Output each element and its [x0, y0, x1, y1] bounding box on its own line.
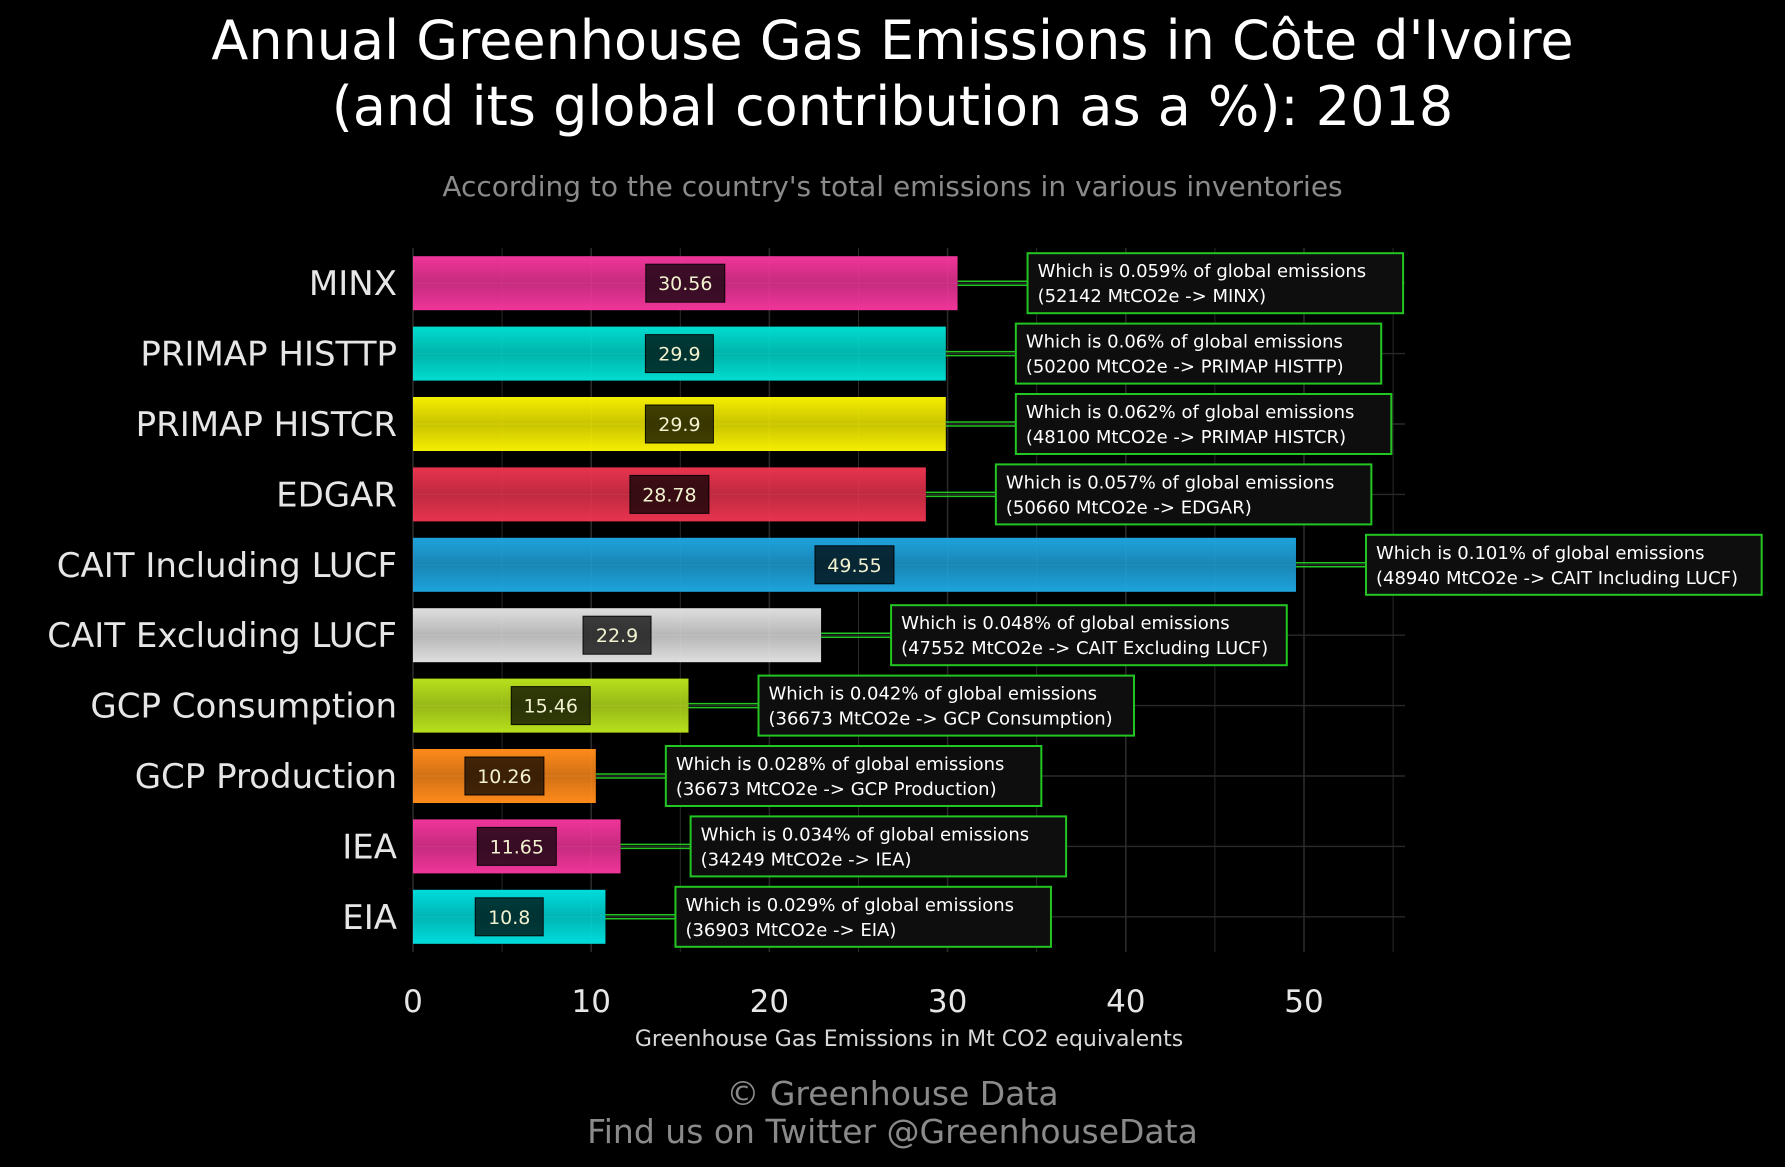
category-label-primap-histtp: PRIMAP HISTTP [140, 335, 397, 375]
category-label-iea: IEA [342, 827, 397, 867]
annotation-line1-cait-excluding-lucf: Which is 0.048% of global emissions [901, 613, 1230, 634]
annotation-box-cait-including-lucf [1364, 533, 1763, 596]
annotation-line2-primap-histtp: (50200 MtCO2e -> PRIMAP HISTTP) [1026, 357, 1344, 378]
x-axis-label: Greenhouse Gas Emissions in Mt CO2 equiv… [635, 1027, 1183, 1052]
category-label-cait-including-lucf: CAIT Including LUCF [57, 546, 397, 586]
x-tick-label-20: 20 [750, 984, 789, 1020]
value-label-cait-excluding-lucf: 22.9 [596, 625, 638, 647]
annotation-line1-primap-histtp: Which is 0.06% of global emissions [1026, 332, 1343, 353]
value-label-eia: 10.8 [488, 907, 530, 929]
annotation-line1-eia: Which is 0.029% of global emissions [685, 895, 1014, 916]
footer-twitter: Find us on Twitter @GreenhouseData [587, 1112, 1198, 1151]
value-label-iea: 11.65 [490, 836, 544, 858]
x-tick-label-10: 10 [571, 984, 610, 1020]
annotation-box-primap-histcr [1014, 393, 1393, 455]
value-label-gcp-consumption: 15.46 [524, 696, 578, 718]
annotation-line2-cait-including-lucf: (48940 MtCO2e -> CAIT Including LUCF) [1376, 568, 1738, 589]
bars: MINX 30.56 Which is 0.059% of global emiss… [47, 252, 1763, 948]
value-label-gcp-production: 10.26 [477, 766, 531, 788]
annotation-line2-primap-histcr: (48100 MtCO2e -> PRIMAP HISTCR) [1026, 427, 1346, 448]
annotation-line2-iea: (34249 MtCO2e -> IEA) [701, 849, 912, 870]
value-label-box-gcp-consumption [510, 686, 591, 726]
annotation-box-edgar [994, 463, 1373, 526]
category-label-minx: MINX [309, 264, 397, 304]
x-axis-ticks: 0 10 20 30 40 50 [403, 984, 1324, 1020]
annotation-line1-gcp-consumption: Which is 0.042% of global emissions [768, 684, 1097, 705]
annotation-line2-cait-excluding-lucf: (47552 MtCO2e -> CAIT Excluding LUCF) [901, 638, 1268, 659]
value-label-box-iea [476, 826, 557, 866]
annotation-box-primap-histtp [1014, 322, 1383, 385]
annotation-line1-gcp-production: Which is 0.028% of global emissions [676, 754, 1005, 775]
value-label-box-gcp-production [464, 756, 545, 796]
annotation-box-cait-excluding-lucf [890, 604, 1288, 667]
annotation-line2-gcp-production: (36673 MtCO2e -> GCP Production) [676, 779, 997, 800]
category-label-eia: EIA [342, 898, 397, 938]
annotation-line1-primap-histcr: Which is 0.062% of global emissions [1026, 402, 1355, 423]
category-label-cait-excluding-lucf: CAIT Excluding LUCF [47, 616, 397, 656]
value-label-cait-including-lucf: 49.55 [827, 555, 881, 577]
footer-copyright: © Greenhouse Data [726, 1074, 1059, 1113]
annotation-line2-minx: (52142 MtCO2e -> MINX) [1038, 286, 1267, 307]
category-label-gcp-consumption: GCP Consumption [90, 687, 397, 727]
annotation-line1-minx: Which is 0.059% of global emissions [1038, 261, 1367, 282]
annotation-box-minx [1026, 252, 1405, 315]
category-label-gcp-production: GCP Production [135, 757, 397, 797]
value-label-edgar: 28.78 [642, 484, 696, 506]
annotation-line2-edgar: (50660 MtCO2e -> EDGAR) [1006, 497, 1252, 518]
annotation-line1-cait-including-lucf: Which is 0.101% of global emissions [1376, 543, 1705, 564]
category-label-edgar: EDGAR [276, 475, 397, 515]
annotation-line1-edgar: Which is 0.057% of global emissions [1006, 472, 1335, 493]
x-tick-label-0: 0 [403, 984, 423, 1020]
x-tick-label-40: 40 [1106, 984, 1145, 1020]
annotation-box-gcp-consumption [757, 674, 1135, 737]
x-tick-label-30: 30 [928, 984, 967, 1020]
annotation-box-iea [689, 815, 1068, 878]
chart-title: Annual Greenhouse Gas Emissions in Côte … [0, 8, 1785, 140]
value-label-primap-histtp: 29.9 [658, 344, 700, 366]
chart-subtitle: According to the country's total emissio… [442, 170, 1343, 203]
chart-title-line2: (and its global contribution as a %): 20… [331, 75, 1454, 138]
annotation-box-gcp-production [664, 745, 1043, 807]
value-label-primap-histcr: 29.9 [658, 414, 700, 436]
value-label-box-cait-including-lucf [814, 545, 895, 585]
value-label-box-primap-histtp [644, 334, 714, 374]
x-tick-label-50: 50 [1284, 984, 1323, 1020]
value-label-box-cait-excluding-lucf [582, 615, 652, 655]
annotation-line1-iea: Which is 0.034% of global emissions [701, 824, 1030, 845]
chart-title-line1: Annual Greenhouse Gas Emissions in Côte … [211, 9, 1574, 72]
annotation-line2-eia: (36903 MtCO2e -> EIA) [685, 920, 896, 941]
value-label-minx: 30.56 [658, 273, 712, 295]
annotation-box-eia [674, 885, 1052, 948]
value-label-box-primap-histcr [644, 404, 714, 444]
annotation-line2-gcp-consumption: (36673 MtCO2e -> GCP Consumption) [768, 709, 1112, 730]
category-label-primap-histcr: PRIMAP HISTCR [136, 405, 397, 445]
value-label-box-edgar [629, 474, 710, 514]
value-label-box-eia [474, 897, 544, 937]
value-label-box-minx [645, 263, 726, 303]
